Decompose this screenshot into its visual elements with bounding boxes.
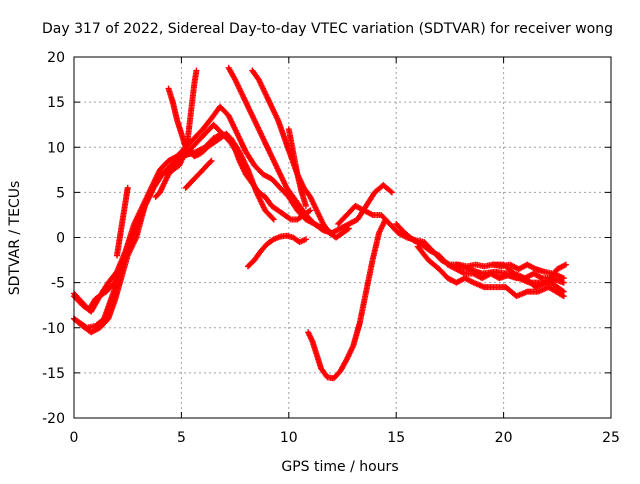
x-axis-label: GPS time / hours <box>281 459 398 475</box>
y-tick-label: -15 <box>42 366 65 382</box>
data-point <box>207 158 214 165</box>
y-tick-label: -10 <box>42 321 65 337</box>
series-sat-e <box>113 184 131 259</box>
data-point <box>302 236 309 243</box>
data-point <box>562 261 569 268</box>
y-tick-label: -20 <box>42 411 65 427</box>
x-tick-label: 25 <box>602 430 620 446</box>
data-point <box>560 279 567 286</box>
data-point <box>307 207 314 214</box>
plot-frame <box>73 56 612 419</box>
x-tick-label: 20 <box>495 430 513 446</box>
data-point <box>560 293 567 300</box>
x-tick-label: 10 <box>280 430 298 446</box>
data-point <box>344 226 351 233</box>
data-point <box>208 157 215 164</box>
series-sat-j <box>249 67 352 241</box>
y-tick-label: 5 <box>56 185 65 201</box>
data-point <box>387 188 394 195</box>
series-sat-h <box>182 157 215 191</box>
x-tick-label: 0 <box>70 430 79 446</box>
x-tick-label: 15 <box>387 430 405 446</box>
series-sat-m <box>305 216 389 382</box>
y-tick-label: 0 <box>56 231 65 247</box>
y-tick-label: 10 <box>47 140 65 156</box>
y-tick-label: 15 <box>47 95 65 111</box>
series-sat-r <box>489 261 569 291</box>
data-point <box>302 202 309 209</box>
series-sat-f <box>165 85 314 223</box>
series-sat-p <box>453 261 567 295</box>
series-sat-d <box>71 279 120 331</box>
series-sat-l <box>244 232 309 270</box>
series-sat-k <box>285 126 309 209</box>
chart-title: Day 317 of 2022, Sidereal Day-to-day VTE… <box>42 21 613 37</box>
data-point <box>269 215 276 222</box>
x-tick-label: 5 <box>177 430 186 446</box>
y-tick-label: 20 <box>47 50 65 66</box>
data-points <box>71 64 569 382</box>
data-point <box>286 215 293 222</box>
data-point <box>153 192 160 199</box>
data-point <box>345 225 352 232</box>
data-point <box>270 216 277 223</box>
series-sat-q <box>414 243 567 300</box>
axis-ticks: 0 5 10 15 20 25 -20 -15 -10 -5 0 5 10 15 20 <box>42 50 620 446</box>
data-point <box>305 208 312 215</box>
data-point <box>152 193 159 200</box>
data-point <box>113 279 120 286</box>
series-sat-g <box>152 67 200 200</box>
data-point <box>388 189 395 196</box>
y-axis-label: SDTVAR / TECUs <box>7 181 23 296</box>
grid <box>74 57 611 418</box>
series-sat-o <box>393 220 567 286</box>
data-point <box>124 184 131 191</box>
y-tick-label: -5 <box>51 276 65 292</box>
